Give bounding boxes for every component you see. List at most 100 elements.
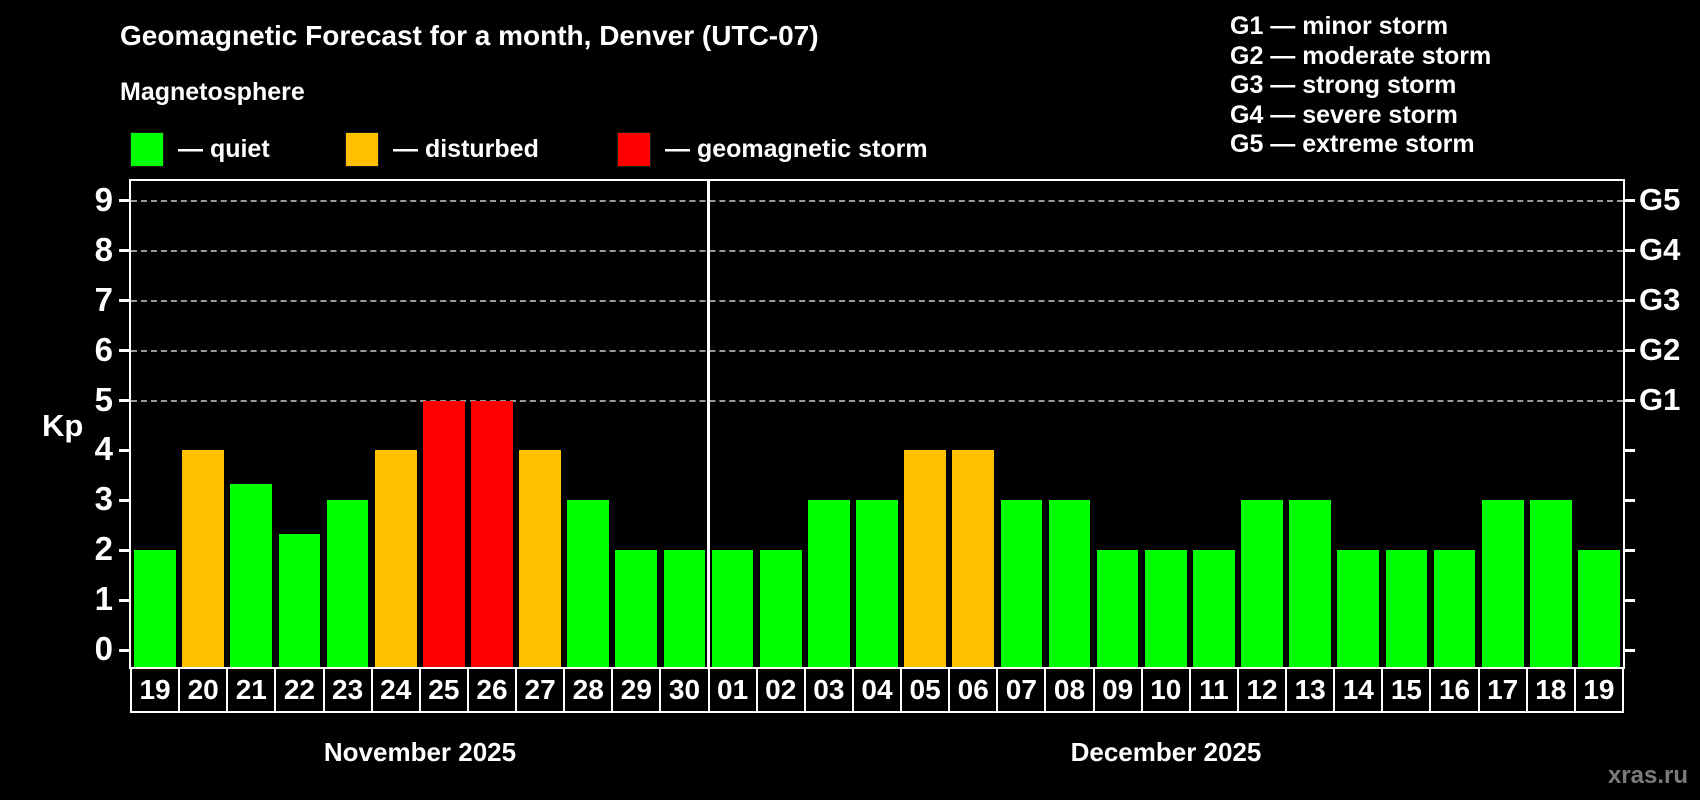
kp-bar-day-23 (326, 500, 369, 667)
right-axis-tick (1625, 498, 1635, 502)
kp-bar-day-05 (904, 450, 946, 667)
kp-bar-day-15 (1385, 550, 1428, 667)
left-axis-tick (119, 448, 129, 452)
legend-label-quiet: — quiet (178, 135, 270, 163)
date-label-18: 18 (1525, 667, 1576, 713)
left-axis-tick (119, 548, 129, 552)
gridline-kp7 (131, 299, 1623, 302)
g-scale-label-g4: G4 (1639, 231, 1681, 267)
kp-bar-day-11 (1193, 550, 1235, 667)
date-label-13: 13 (1285, 667, 1336, 713)
y-tick-label-5: 5 (94, 380, 113, 418)
date-label-27: 27 (515, 667, 566, 713)
legend-item-quiet: — quiet (130, 132, 270, 167)
g-scale-label-g1: G1 (1639, 381, 1681, 417)
kp-bar-day-10 (1144, 550, 1187, 667)
kp-bar-day-19 (134, 550, 176, 667)
date-label-26: 26 (466, 667, 518, 713)
kp-bar-day-06 (952, 450, 995, 667)
left-axis-tick (119, 648, 129, 652)
y-tick-label-9: 9 (94, 180, 113, 218)
right-axis-tick (1625, 399, 1635, 402)
plot-area: 0 1 2 3 4 5 6 7 8 9 G1 G2 G3 G4 G5 (95, 179, 1680, 669)
date-label-28: 28 (563, 667, 614, 713)
kp-bar-day-08 (1048, 500, 1091, 667)
date-label-25: 25 (418, 667, 469, 713)
kp-bar-day-03 (808, 500, 850, 667)
g-scale-label-g3: G3 (1639, 281, 1681, 317)
g-legend-line-g2: G2 — moderate storm (1230, 41, 1492, 70)
left-axis-tick (119, 199, 129, 203)
g-legend-line-g4: G4 — severe storm (1230, 100, 1458, 129)
date-label-05: 05 (900, 667, 951, 713)
date-label-30: 30 (659, 667, 710, 713)
kp-bar-day-04 (856, 500, 898, 667)
date-label-01: 01 (707, 667, 758, 713)
kp-bar-day-30 (663, 550, 706, 667)
y-tick-label-3: 3 (94, 480, 113, 518)
date-label-29: 29 (611, 667, 662, 713)
legend-label-storm: — geomagnetic storm (665, 135, 928, 163)
watermark: xras.ru (1607, 762, 1688, 789)
date-label-20: 20 (178, 667, 229, 713)
g-legend-line-g3: G3 — strong storm (1230, 71, 1457, 100)
kp-bar-day-17 (1481, 500, 1524, 667)
month-label-december: December 2025 (1070, 737, 1262, 767)
kp-bar-day-12 (1241, 500, 1283, 667)
g-legend-line-g5: G5 — extreme storm (1230, 130, 1475, 159)
date-label-14: 14 (1333, 667, 1384, 713)
right-axis-tick (1625, 598, 1635, 602)
kp-bar-day-22 (278, 533, 321, 667)
right-axis-tick (1625, 648, 1635, 652)
page-title: Geomagnetic Forecast for a month, Denver… (120, 20, 819, 51)
date-label-04: 04 (851, 667, 903, 713)
left-axis-tick (119, 249, 129, 253)
g-legend-line-g1: G1 — minor storm (1230, 12, 1449, 40)
date-label-16: 16 (1429, 667, 1480, 713)
kp-bar-day-18 (1529, 500, 1572, 667)
legend-label-disturbed: — disturbed (393, 135, 539, 163)
kp-bar-day-16 (1433, 550, 1476, 667)
right-axis-tick (1625, 199, 1635, 203)
date-label-03: 03 (803, 667, 854, 713)
chart-subtitle: Magnetosphere (120, 78, 305, 106)
kp-bar-day-20 (182, 450, 225, 667)
date-label-11: 11 (1188, 667, 1239, 713)
date-label-15: 15 (1381, 667, 1432, 713)
date-label-23: 23 (322, 667, 373, 713)
kp-bar-day-28 (567, 500, 610, 667)
gridline-kp5 (131, 399, 1623, 402)
y-tick-label-4: 4 (94, 430, 113, 468)
kp-bar-day-09 (1096, 550, 1139, 667)
kp-bar-day-25 (422, 400, 465, 667)
y-tick-label-7: 7 (94, 280, 113, 318)
disturbed-color-swatch (345, 132, 379, 167)
y-tick-label-8: 8 (94, 230, 113, 268)
kp-bar-day-24 (374, 450, 417, 667)
g-scale-label-g5: G5 (1639, 181, 1681, 217)
left-axis-tick (119, 598, 129, 602)
date-label-06: 06 (948, 667, 999, 713)
date-label-24: 24 (370, 667, 421, 713)
y-tick-label-6: 6 (94, 330, 113, 368)
month-label-november: November 2025 (323, 737, 517, 767)
quiet-color-swatch (130, 132, 164, 167)
kp-bar-day-29 (615, 550, 658, 667)
date-label-08: 08 (1044, 667, 1095, 713)
kp-bar-day-19 (1578, 550, 1620, 667)
left-axis-tick (119, 299, 129, 303)
date-label-07: 07 (996, 667, 1047, 713)
date-label-09: 09 (1092, 667, 1143, 713)
legend-item-storm: — geomagnetic storm (617, 132, 928, 167)
y-tick-label-1: 1 (94, 580, 113, 618)
storm-color-swatch (617, 132, 651, 167)
y-axis-label: Kp (42, 408, 84, 443)
g-scale-legend: G1 — minor storm G2 — moderate storm G3 … (1230, 12, 1491, 160)
date-label-12: 12 (1236, 667, 1288, 713)
kp-bar-day-14 (1337, 550, 1380, 667)
kp-bar-day-27 (519, 450, 561, 667)
gridline-kp6 (131, 349, 1623, 352)
right-axis-tick (1625, 548, 1635, 552)
kp-bar-day-07 (1000, 500, 1043, 667)
